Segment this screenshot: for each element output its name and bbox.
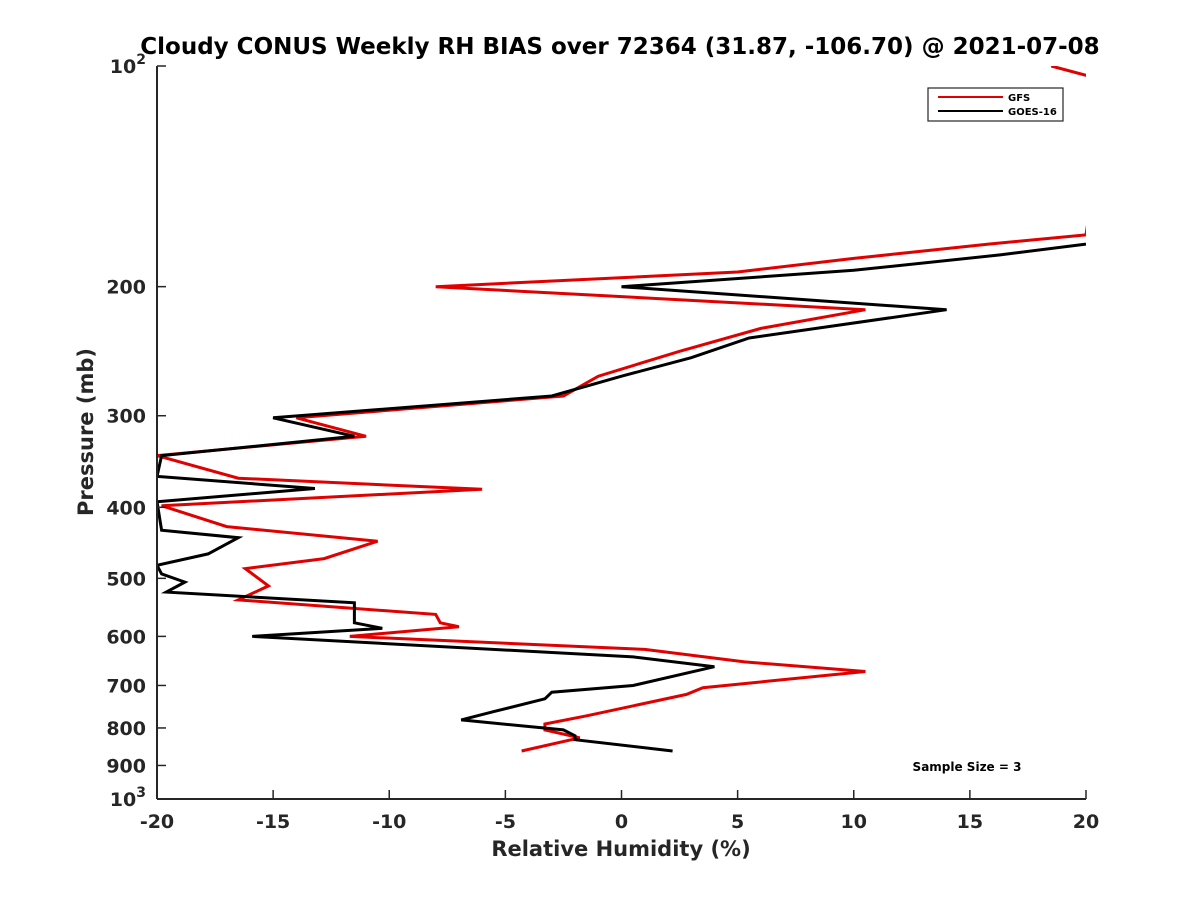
series-layer <box>157 66 1086 753</box>
y-tick-label: 400 <box>106 497 146 519</box>
legend: GFS GOES-16 <box>927 87 1064 122</box>
y-tick-label: 103 <box>110 785 146 811</box>
chart-title: Cloudy CONUS Weekly RH BIAS over 72364 (… <box>140 34 1099 60</box>
x-tick-label: 10 <box>841 811 867 833</box>
series-line-goes16 <box>157 242 1086 753</box>
legend-label-goes16: GOES-16 <box>1008 107 1057 118</box>
legend-box <box>927 87 1064 122</box>
y-tick-label: 700 <box>106 675 146 697</box>
x-ticks: -20 -15 -10 -5 0 5 10 15 20 <box>140 790 1099 833</box>
y-tick-label: 500 <box>106 568 146 590</box>
x-tick-label: 0 <box>615 811 628 833</box>
y-axis-label: Pressure (mb) <box>74 348 98 516</box>
x-tick-label: -5 <box>495 811 516 833</box>
x-tick-label: 20 <box>1073 811 1099 833</box>
y-tick-label: 600 <box>106 626 146 648</box>
x-tick-label: 5 <box>731 811 744 833</box>
sample-size-annotation: Sample Size = 3 <box>913 760 1022 774</box>
y-tick-label: 300 <box>106 406 146 428</box>
y-tick-label: 102 <box>110 52 146 78</box>
series-line-gfs <box>157 66 1086 753</box>
x-tick-label: -15 <box>256 811 290 833</box>
y-ticks: 102 200 300 400 500 600 700 800 900 103 <box>106 52 166 811</box>
axes <box>156 66 1086 800</box>
y-tick-label: 200 <box>106 277 146 299</box>
y-tick-label: 800 <box>106 718 146 740</box>
y-tick-label: 900 <box>106 755 146 777</box>
x-tick-label: -10 <box>372 811 406 833</box>
x-axis-label: Relative Humidity (%) <box>491 837 750 861</box>
x-tick-label: -20 <box>140 811 174 833</box>
x-tick-label: 15 <box>957 811 983 833</box>
legend-label-gfs: GFS <box>1008 93 1030 104</box>
